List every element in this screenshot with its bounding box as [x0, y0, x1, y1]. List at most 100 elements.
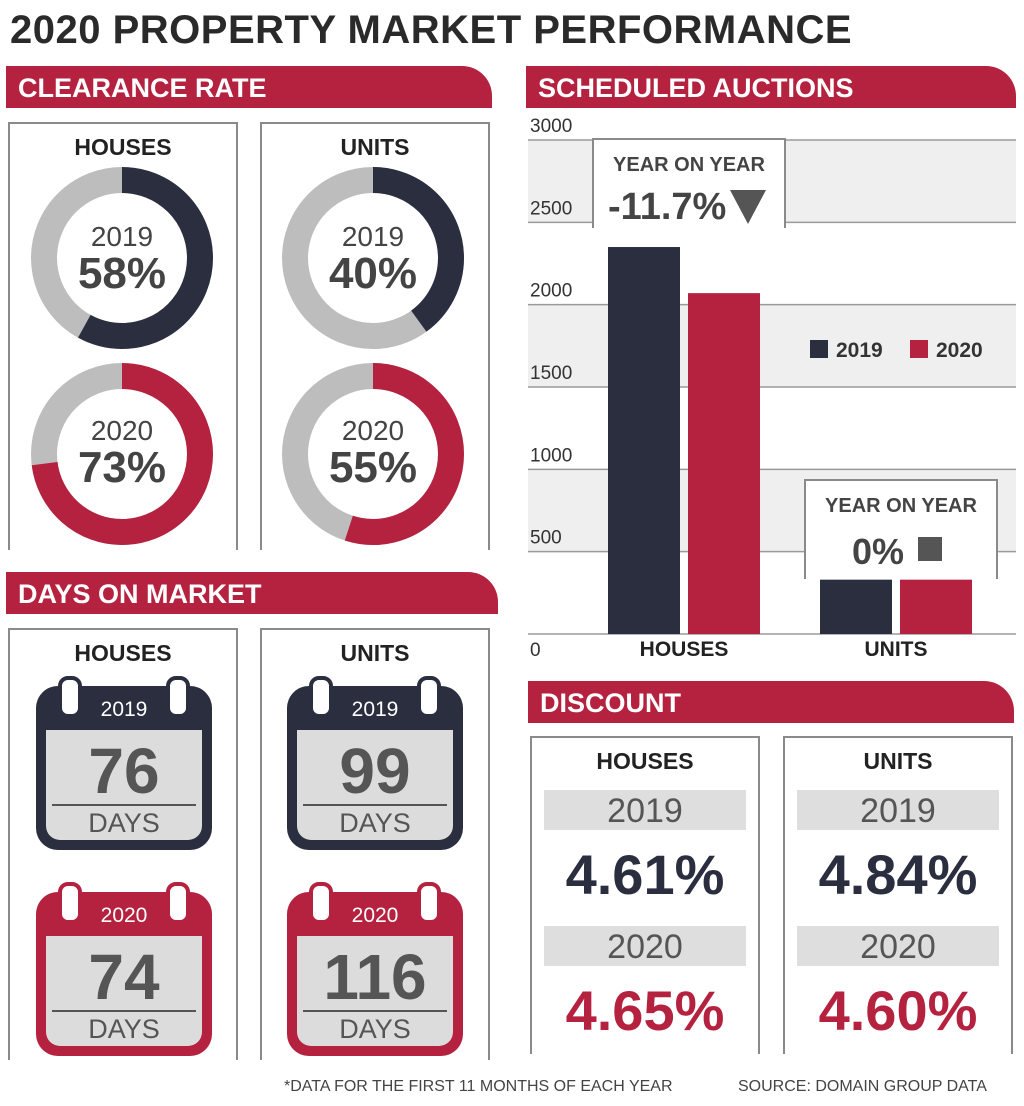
calendar-year: 2019 — [100, 698, 148, 721]
discount-value: 4.61% — [565, 843, 725, 906]
calendar-year: 2019 — [351, 698, 399, 721]
legend-swatch — [910, 340, 928, 358]
calendar-page — [297, 936, 453, 1046]
discount-houses-panel: HOUSES 2019 4.61% 2020 4.65% — [530, 736, 760, 1054]
donut-houses-2020-label: 2020 73% — [30, 416, 214, 490]
discount-year: 2019 — [797, 790, 999, 830]
clearance-units-panel: UNITS — [260, 122, 490, 550]
yoy-units-callout: YEAR ON YEAR 0% — [804, 479, 998, 579]
page-title: 2020 PROPERTY MARKET PERFORMANCE — [10, 8, 853, 52]
donut-value: 73% — [77, 443, 167, 492]
calendar-days-unit: DAYS — [339, 1014, 411, 1044]
donut-year: 2019 — [90, 221, 154, 252]
donut-value: 58% — [77, 249, 167, 298]
calendar-page — [297, 730, 453, 840]
donut-houses-2020 — [31, 363, 213, 545]
calendar-houses-2019: 2019 76 DAYS — [36, 676, 212, 850]
bar-2019-units — [820, 579, 892, 634]
clearance-houses-label: HOUSES — [74, 134, 172, 160]
bar-2020-units — [900, 579, 972, 634]
footer-source: SOURCE: DOMAIN GROUP DATA — [738, 1078, 987, 1095]
discount-houses-label: HOUSES — [596, 748, 694, 774]
calendar-year: 2020 — [100, 904, 148, 927]
scheduled-auctions-banner: SCHEDULED AUCTIONS — [526, 66, 1016, 108]
yoy-houses-value: -11.7% — [608, 186, 727, 228]
calendar-days-unit: DAYS — [88, 1014, 160, 1044]
clearance-rate-banner: CLEARANCE RATE — [6, 66, 492, 108]
legend-label: 2019 — [836, 339, 883, 362]
days-on-market-banner: DAYS ON MARKET — [6, 572, 498, 614]
yoy-units-title: YEAR ON YEAR — [825, 495, 977, 517]
calendar-days-value: 99 — [339, 735, 411, 807]
donut-units-2020 — [282, 363, 464, 545]
calendar-ring-icon — [309, 676, 333, 718]
calendar-ring-icon — [166, 882, 190, 924]
calendar-year: 2020 — [351, 904, 399, 927]
calendar-ring-icon — [309, 882, 333, 924]
footer-note: *DATA FOR THE FIRST 11 MONTHS OF EACH YE… — [284, 1078, 673, 1095]
days-houses-panel: HOUSES — [8, 628, 238, 1060]
donut-value: 40% — [328, 249, 418, 298]
calendar-houses-2020: 2020 74 DAYS — [36, 882, 212, 1056]
calendar-units-2020: 2020 116 DAYS — [287, 882, 463, 1056]
yoy-houses-callout: YEAR ON YEAR -11.7% — [592, 138, 786, 228]
calendar-units-2019: 2019 99 DAYS — [287, 676, 463, 850]
legend-swatch — [810, 340, 828, 358]
calendar-ring-icon — [417, 882, 441, 924]
calendar-days-unit: DAYS — [88, 808, 160, 838]
legend-label: 2020 — [936, 339, 983, 362]
calendar-divider — [303, 1010, 447, 1012]
discount-year: 2020 — [797, 926, 999, 966]
square-icon — [918, 537, 942, 561]
x-tick-label: UNITS — [865, 638, 928, 661]
calendar-ring-icon — [166, 676, 190, 718]
calendar-days-unit: DAYS — [339, 808, 411, 838]
y-tick-label: 3000 — [530, 118, 572, 137]
clearance-units-label: UNITS — [340, 134, 410, 160]
donut-arc — [31, 363, 213, 545]
discount-year: 2019 — [544, 790, 746, 830]
y-tick-label: 1000 — [530, 445, 572, 466]
scheduled-auctions-chart: 3000 2500 2000 1500 1000 500 0 HOUSES UNITS 2019 2… — [528, 118, 1016, 661]
bar-2020-houses — [688, 293, 760, 634]
donut-units-2019 — [282, 167, 464, 349]
discount-value: 4.60% — [818, 979, 978, 1042]
days-units-label: UNITS — [340, 640, 410, 666]
calendar-ring-icon — [58, 882, 82, 924]
donut-units-2020-label: 2020 55% — [281, 416, 465, 490]
donut-value: 55% — [328, 443, 418, 492]
days-houses-label: HOUSES — [74, 640, 172, 666]
triangle-down-icon — [730, 190, 766, 224]
donut-units-2019-label: 2019 40% — [281, 222, 465, 296]
discount-units-label: UNITS — [863, 748, 933, 774]
calendar-days-value: 76 — [88, 735, 160, 807]
calendar-divider — [52, 1010, 196, 1012]
clearance-houses-panel: HOUSES — [8, 122, 238, 550]
donut-arc — [282, 167, 464, 349]
yoy-houses-title: YEAR ON YEAR — [613, 154, 765, 176]
donut-year: 2020 — [341, 415, 405, 446]
y-tick-label: 500 — [530, 528, 562, 549]
calendar-page — [46, 730, 202, 840]
calendar-divider — [52, 804, 196, 806]
donut-arc — [31, 167, 213, 349]
calendar-page — [46, 936, 202, 1046]
bar-2019-houses — [608, 247, 680, 635]
calendar-ring-icon — [58, 676, 82, 718]
calendar-days-value: 116 — [323, 941, 427, 1013]
donut-year: 2020 — [90, 415, 154, 446]
donut-houses-2019-label: 2019 58% — [30, 222, 214, 296]
calendar-divider — [303, 804, 447, 806]
y-tick-label: 1500 — [530, 363, 572, 384]
calendar-ring-icon — [417, 676, 441, 718]
donut-arc — [282, 363, 464, 545]
yoy-units-value: 0% — [852, 531, 905, 572]
x-tick-label: HOUSES — [640, 638, 729, 661]
discount-banner: DISCOUNT — [528, 681, 1014, 723]
y-tick-label: 0 — [530, 640, 541, 661]
discount-value: 4.84% — [818, 843, 978, 906]
y-tick-label: 2000 — [530, 281, 572, 302]
discount-value: 4.65% — [565, 979, 725, 1042]
discount-year: 2020 — [544, 926, 746, 966]
days-units-panel: UNITS — [260, 628, 490, 1060]
